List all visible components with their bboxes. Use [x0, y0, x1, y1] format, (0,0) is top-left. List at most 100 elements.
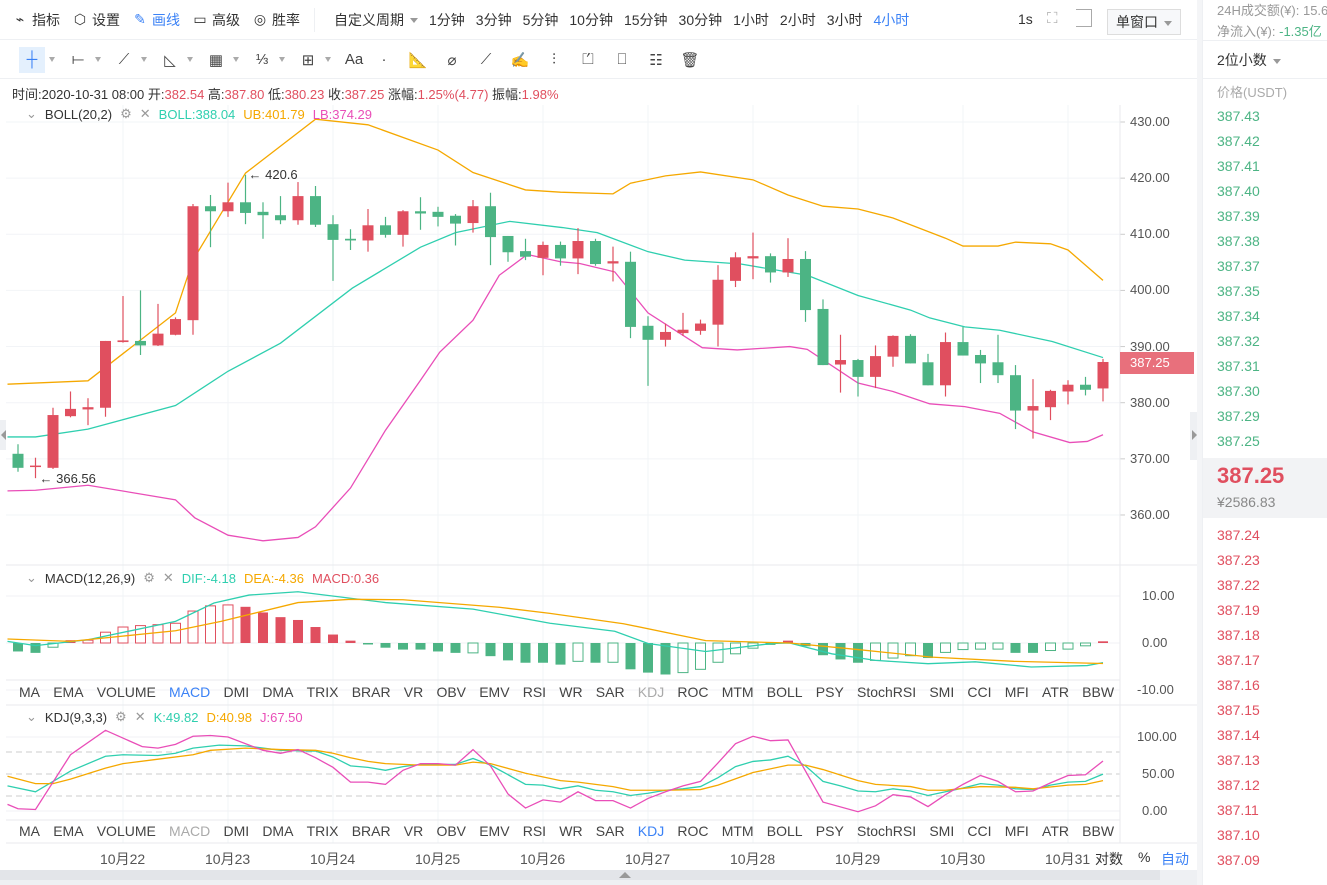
- candle[interactable]: [135, 290, 146, 355]
- candle[interactable]: [12, 444, 24, 472]
- indicator-tab-wr[interactable]: WR: [559, 823, 583, 839]
- candle[interactable]: [940, 332, 951, 397]
- indicator-tab-emv[interactable]: EMV: [479, 684, 510, 700]
- collapse-chevron-icon[interactable]: ⌄: [26, 106, 37, 121]
- horizontal-line-icon[interactable]: ⟝: [71, 51, 85, 68]
- candle[interactable]: [450, 214, 461, 246]
- period-3[interactable]: 10分钟: [569, 11, 613, 28]
- candle[interactable]: [467, 200, 479, 233]
- candle[interactable]: [1080, 376, 1091, 396]
- candle[interactable]: [730, 252, 741, 288]
- indicator-tab-rsi[interactable]: RSI: [522, 823, 547, 839]
- candle[interactable]: [660, 323, 671, 347]
- candle[interactable]: [1010, 365, 1021, 430]
- candle[interactable]: [47, 407, 59, 469]
- ask-price-row[interactable]: 387.43: [1217, 108, 1260, 124]
- indicator-tab-wr[interactable]: WR: [559, 684, 583, 700]
- ray-icon[interactable]: ⟋: [118, 51, 130, 68]
- candle[interactable]: [520, 238, 531, 261]
- candle[interactable]: [992, 334, 1004, 384]
- toolbar-window[interactable]: ▭ 高级: [192, 10, 240, 30]
- candle[interactable]: [310, 185, 321, 227]
- candle[interactable]: [887, 335, 899, 367]
- candle[interactable]: [152, 303, 164, 346]
- collapse-chevron-icon[interactable]: ⌄: [26, 709, 37, 724]
- bid-price-row[interactable]: 387.14: [1217, 727, 1260, 743]
- indicator-tab-boll[interactable]: BOLL: [766, 684, 803, 700]
- ask-price-row[interactable]: 387.30: [1217, 383, 1260, 399]
- indicator-tab-kdj[interactable]: KDJ: [637, 823, 665, 839]
- trash-icon[interactable]: 🗑: [680, 51, 700, 69]
- indicator-tab-obv[interactable]: OBV: [436, 684, 467, 700]
- fullscreen-icon[interactable]: ⛶: [1047, 10, 1058, 27]
- ask-price-row[interactable]: 387.31: [1217, 358, 1260, 374]
- candle[interactable]: [1045, 389, 1056, 421]
- indicator-tab-ema[interactable]: EMA: [53, 823, 84, 839]
- toolbar-pencil[interactable]: ✎ 画线: [132, 10, 180, 30]
- indicator-tab-vr[interactable]: VR: [403, 823, 424, 839]
- period-9[interactable]: 4小时: [873, 11, 910, 28]
- ask-price-row[interactable]: 387.35: [1217, 283, 1260, 299]
- candle[interactable]: [380, 216, 391, 238]
- chevron-down-icon[interactable]: [49, 57, 55, 62]
- indicator-tab-emv[interactable]: EMV: [479, 823, 510, 839]
- period-1[interactable]: 3分钟: [475, 11, 512, 28]
- indicator-tab-ma[interactable]: MA: [19, 684, 40, 700]
- collapse-left-handle[interactable]: [0, 420, 6, 450]
- candle[interactable]: [292, 182, 304, 225]
- candle[interactable]: [905, 334, 916, 364]
- indicator-tab-smi[interactable]: SMI: [929, 684, 955, 700]
- period-7[interactable]: 2小时: [779, 11, 816, 28]
- candle[interactable]: [65, 391, 76, 418]
- bid-price-row[interactable]: 387.11: [1217, 802, 1259, 818]
- candle[interactable]: [765, 253, 776, 283]
- indicator-tab-bbw[interactable]: BBW: [1082, 684, 1115, 700]
- indicator-tab-brar[interactable]: BRAR: [351, 684, 391, 700]
- log-scale-toggle[interactable]: 对数: [1095, 851, 1123, 867]
- percent-scale-toggle[interactable]: %: [1138, 849, 1151, 865]
- custom-period-dropdown[interactable]: 自定义周期: [334, 10, 418, 30]
- candle[interactable]: [537, 241, 549, 276]
- candle[interactable]: [555, 241, 566, 266]
- ask-price-row[interactable]: 387.42: [1217, 133, 1260, 149]
- indicator-tab-bbw[interactable]: BBW: [1082, 823, 1115, 839]
- indicator-tab-smi[interactable]: SMI: [929, 823, 955, 839]
- candle[interactable]: [782, 238, 794, 277]
- indicator-tab-dmi[interactable]: DMI: [223, 684, 250, 700]
- angle-icon[interactable]: ◺: [164, 51, 176, 69]
- indicator-tab-sar[interactable]: SAR: [595, 823, 625, 839]
- horizontal-scrollbar[interactable]: [0, 870, 1197, 885]
- scrollbar-thumb[interactable]: [0, 870, 1160, 880]
- candle[interactable]: [607, 246, 619, 282]
- indicator-tab-stochrsi[interactable]: StochRSI: [857, 823, 917, 839]
- indicator-tab-volume[interactable]: VOLUME: [96, 684, 156, 700]
- candle[interactable]: [275, 196, 286, 225]
- indicator-tab-cci[interactable]: CCI: [967, 823, 992, 839]
- indicator-tab-dma[interactable]: DMA: [262, 684, 294, 700]
- ask-price-row[interactable]: 387.34: [1217, 308, 1260, 324]
- candle[interactable]: [677, 312, 689, 336]
- indicator-tab-mtm[interactable]: MTM: [721, 823, 754, 839]
- indicator-tab-kdj[interactable]: KDJ: [637, 684, 665, 700]
- candle[interactable]: [695, 319, 706, 335]
- candle[interactable]: [240, 174, 251, 225]
- period-6[interactable]: 1小时: [733, 11, 769, 28]
- candle[interactable]: [572, 228, 584, 275]
- bookmark-icon[interactable]: ⎕: [617, 51, 627, 68]
- indicator-tab-sar[interactable]: SAR: [595, 684, 625, 700]
- bid-price-row[interactable]: 387.15: [1217, 702, 1260, 718]
- settings-icon[interactable]: ⚙: [120, 106, 132, 121]
- candle[interactable]: [835, 334, 846, 393]
- indicator-tab-volume[interactable]: VOLUME: [96, 823, 156, 839]
- indicator-tab-mtm[interactable]: MTM: [721, 684, 754, 700]
- candle[interactable]: [485, 192, 496, 266]
- close-icon[interactable]: ✕: [134, 709, 146, 724]
- candle[interactable]: [170, 317, 181, 336]
- candle[interactable]: [187, 203, 199, 335]
- indicator-tab-ma[interactable]: MA: [19, 823, 40, 839]
- indicator-tab-ema[interactable]: EMA: [53, 684, 84, 700]
- chevron-down-icon[interactable]: [279, 57, 285, 62]
- period-8[interactable]: 3小时: [826, 11, 863, 28]
- text-tool[interactable]: Aa: [344, 51, 364, 68]
- collapse-right-handle[interactable]: [1190, 412, 1198, 460]
